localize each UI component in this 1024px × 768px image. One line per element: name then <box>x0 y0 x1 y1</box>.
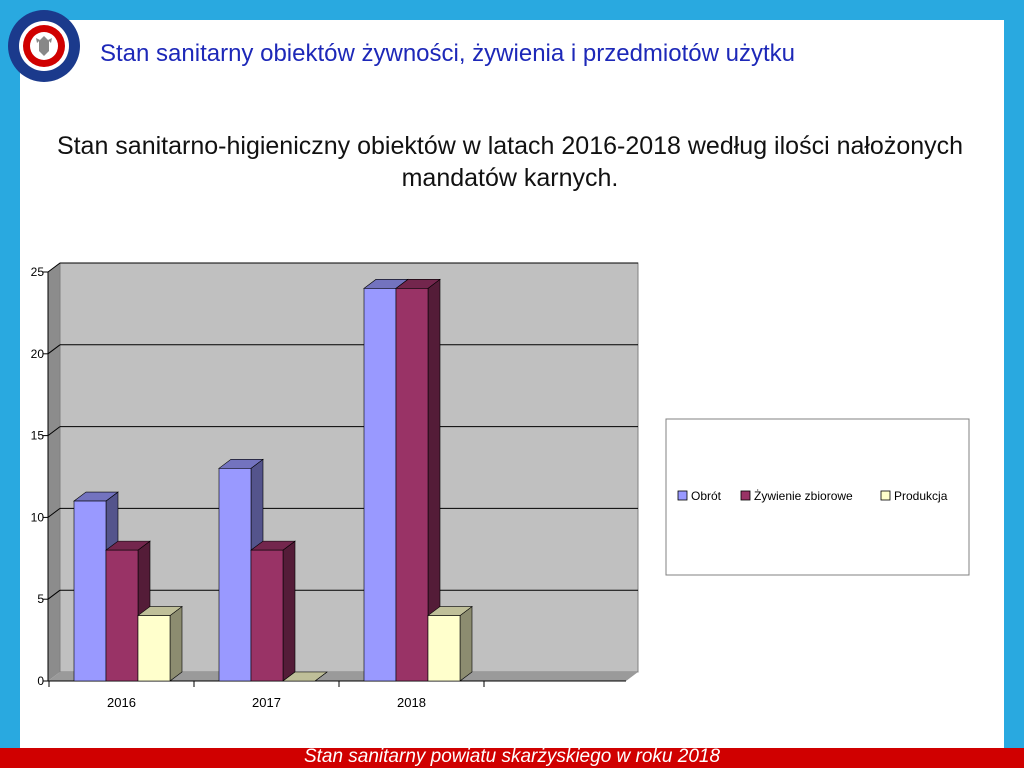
y-tick-label: 5 <box>37 592 44 606</box>
bar <box>73 500 107 682</box>
bar-chart: 0 5 10 15 20 25 2016 2017 2018 Obrót Żywienie zbio… <box>31 262 970 710</box>
y-tick-label: 0 <box>37 674 44 688</box>
bar <box>105 549 139 682</box>
legend-swatch <box>677 490 688 501</box>
bar <box>395 288 429 682</box>
y-tick-label: 20 <box>31 347 45 361</box>
bar <box>218 468 252 682</box>
x-tick-label: 2016 <box>107 695 136 710</box>
bar-side <box>282 540 296 682</box>
y-tick-label: 25 <box>31 265 45 279</box>
chart-title: Stan sanitarno-higieniczny obiektów w la… <box>56 132 964 192</box>
x-tick-label: 2017 <box>252 695 281 710</box>
legend-label: Produkcja <box>894 489 948 503</box>
gridline-side <box>47 589 61 600</box>
y-tick-label: 10 <box>31 510 45 524</box>
legend-swatch <box>740 490 751 501</box>
bar <box>363 288 397 682</box>
gridline-side <box>47 426 61 437</box>
bar-top <box>282 671 328 682</box>
chart-side-wall <box>48 263 60 681</box>
gridline-side <box>47 507 61 518</box>
legend-box <box>665 418 970 576</box>
legend-swatch <box>880 490 891 501</box>
chart-floor <box>48 672 638 681</box>
bar <box>427 615 461 682</box>
footer-bar: Stan sanitarny powiatu skarżyskiego w ro… <box>0 746 1024 768</box>
bar <box>250 549 284 682</box>
bar-side <box>169 605 183 682</box>
legend-label: Żywienie zbiorowe <box>754 489 853 503</box>
bar <box>137 615 171 682</box>
legend-label: Obrót <box>691 489 722 503</box>
gridline-side <box>47 344 61 355</box>
inspection-logo-icon <box>8 10 80 82</box>
header-title: Stan sanitarny obiektów żywności, żywien… <box>100 40 795 67</box>
plot-area <box>59 262 639 673</box>
gridline-side <box>47 262 61 273</box>
bar-side <box>459 605 473 682</box>
footer-text: Stan sanitarny powiatu skarżyskiego w ro… <box>303 746 721 767</box>
x-tick-label: 2018 <box>397 695 426 710</box>
y-tick-label: 15 <box>31 429 45 443</box>
